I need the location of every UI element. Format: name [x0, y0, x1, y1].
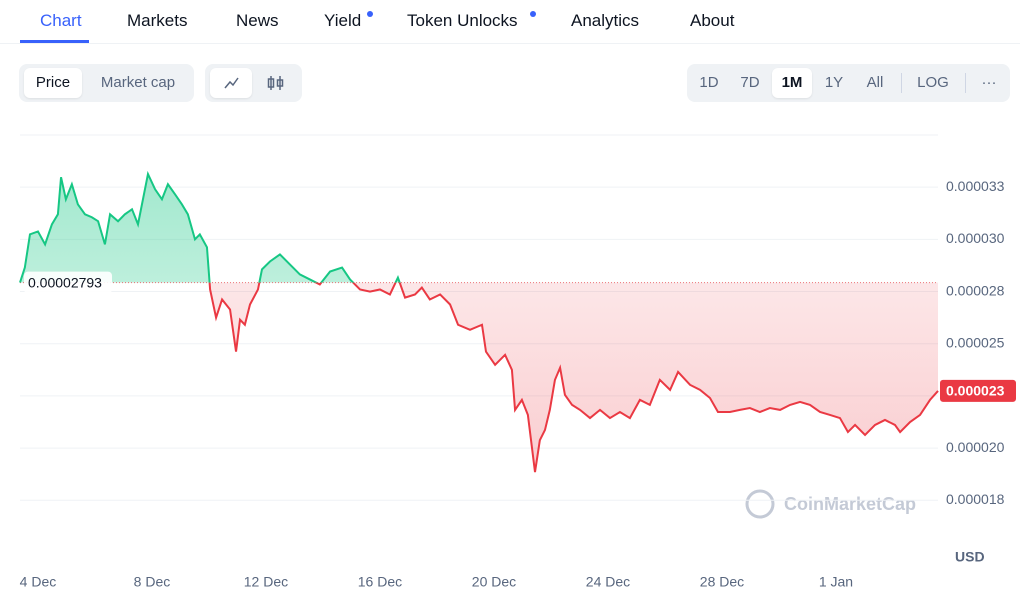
toggle-button[interactable]: Market cap [100, 74, 176, 91]
separator [965, 73, 966, 93]
reference-label: 0.00002793 [28, 274, 102, 290]
y-tick-label: 0.000018 [946, 491, 1005, 507]
reference-label-box [24, 271, 112, 294]
x-tick-label: 24 Dec [586, 574, 630, 590]
area-up [20, 174, 400, 283]
new-dot [367, 11, 373, 17]
line-icon [224, 77, 239, 89]
x-tick-label: 12 Dec [244, 574, 288, 590]
y-axis-label: USD [955, 549, 985, 565]
range-button[interactable]: All [866, 74, 884, 91]
candle-icon [267, 76, 284, 90]
divider [0, 43, 1020, 44]
tab[interactable]: About [690, 11, 735, 30]
range-toggle: 1D 7D 1M 1Y All LOG ··· [687, 64, 1010, 102]
tab[interactable]: News [236, 11, 279, 30]
tab[interactable]: Chart [40, 11, 82, 30]
tab[interactable]: Analytics [571, 11, 640, 30]
toggle-button[interactable]: Price [24, 68, 82, 98]
y-tick-label: 0.000028 [946, 282, 1005, 298]
y-tick-label: 0.000033 [946, 178, 1005, 194]
watermark-text: CoinMarketCap [784, 494, 916, 514]
range-button[interactable]: 1D [699, 74, 719, 91]
x-tick-label: 8 Dec [134, 574, 171, 590]
y-tick-label: 0.000025 [946, 334, 1005, 350]
line-style-button[interactable] [210, 68, 252, 98]
chart-style-toggle [205, 64, 302, 102]
new-dot [530, 11, 536, 17]
range-button[interactable]: 1Y [824, 74, 844, 91]
more-button[interactable]: ··· [981, 74, 997, 91]
candle-style-button[interactable] [255, 68, 297, 98]
watermark: CoinMarketCap [745, 489, 916, 519]
x-tick-label: 1 Jan [819, 574, 853, 590]
x-tick-label: 28 Dec [700, 574, 744, 590]
tab-underline [20, 40, 89, 43]
range-button[interactable]: 7D [740, 74, 760, 91]
current-price-label: 0.000023 [946, 383, 1005, 399]
x-tick-label: 16 Dec [358, 574, 402, 590]
price-toggle: Price Market cap [19, 64, 194, 102]
price-line-down [19, 282, 939, 473]
x-tick-label: 20 Dec [472, 574, 516, 590]
area-down [20, 282, 938, 473]
y-tick-label: 0.000020 [946, 439, 1005, 455]
log-button[interactable]: LOG [917, 74, 949, 91]
range-button[interactable]: 1M [772, 68, 812, 98]
current-price-tag [940, 379, 1016, 402]
tab[interactable]: Markets [127, 11, 188, 30]
chart: CoinMarketCap USD 0.000018 0.000020 0.0000… [19, 134, 1016, 590]
price-line-up [19, 170, 401, 283]
tab[interactable]: Token Unlocks [407, 11, 518, 30]
x-tick-label: 4 Dec [20, 574, 57, 590]
y-tick-label: 0.000030 [946, 230, 1005, 246]
tab[interactable]: Yield [324, 11, 362, 30]
separator [901, 73, 902, 93]
